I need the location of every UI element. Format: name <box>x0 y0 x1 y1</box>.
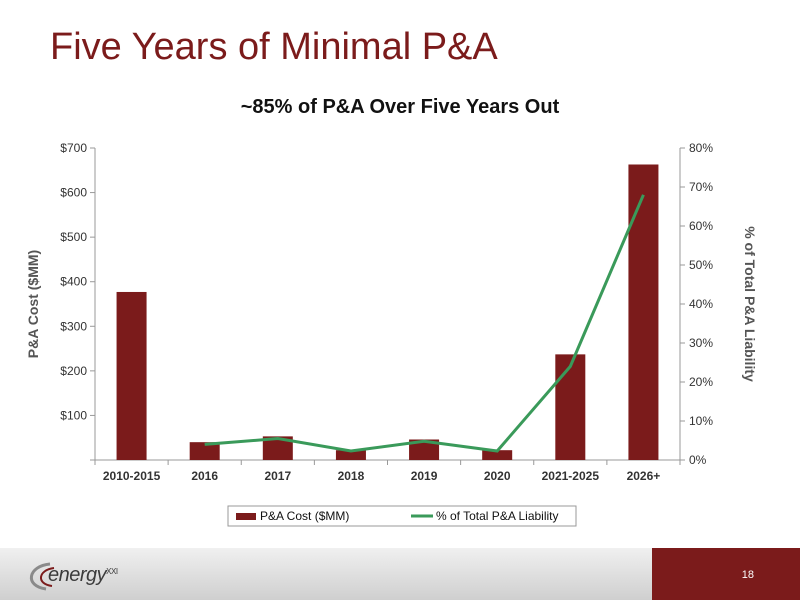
y2-tick-label: 20% <box>689 375 713 389</box>
y-tick-label: $200 <box>60 364 87 378</box>
y2-tick-label: 60% <box>689 219 713 233</box>
bar <box>409 439 440 460</box>
bar <box>335 450 366 460</box>
y2-tick-label: 70% <box>689 180 713 194</box>
x-tick-label: 2016 <box>191 469 218 483</box>
y2-tick-label: 30% <box>689 336 713 350</box>
y2-tick-label: 0% <box>689 453 707 467</box>
bar <box>482 450 513 460</box>
bar <box>555 354 586 460</box>
x-tick-label: 2019 <box>411 469 438 483</box>
x-tick-label: 2021-2025 <box>542 469 600 483</box>
y2-tick-label: 80% <box>689 141 713 155</box>
y2-tick-label: 10% <box>689 414 713 428</box>
y2-axis-title: % of Total P&A Liability <box>742 226 758 382</box>
slide-title: Five Years of Minimal P&A <box>50 26 498 68</box>
x-tick-label: 2017 <box>264 469 291 483</box>
y-tick-label: $100 <box>60 408 87 422</box>
x-tick-label: 2020 <box>484 469 511 483</box>
energy-xxi-logo-icon <box>29 562 55 591</box>
bar <box>189 442 220 460</box>
x-tick-label: 2018 <box>338 469 365 483</box>
logo-text: energyXXI <box>48 564 118 586</box>
page-number: 18 <box>741 569 754 581</box>
legend-label: % of Total P&A Liability <box>436 509 559 523</box>
y-tick-label: $400 <box>60 275 87 289</box>
line-series <box>204 194 645 453</box>
x-tick-label: 2026+ <box>627 469 661 483</box>
legend-swatch-bar <box>236 513 256 520</box>
combo-chart: $100 $200 $300 $400 $500 $600 $700 0% 10% 20% 30% 4… <box>25 141 758 527</box>
y-axis-title: P&A Cost ($MM) <box>25 250 41 358</box>
legend-box <box>227 505 577 527</box>
bar <box>262 436 293 460</box>
y-tick-label: $300 <box>60 319 87 333</box>
bar <box>628 164 659 460</box>
legend-label: P&A Cost ($MM) <box>260 509 349 523</box>
chart-title: ~85% of P&A Over Five Years Out <box>240 96 560 118</box>
bar <box>116 291 147 460</box>
y2-tick-label: 50% <box>689 258 713 272</box>
y2-tick-label: 40% <box>689 297 713 311</box>
y-tick-label: $600 <box>60 186 87 200</box>
footer-accent <box>652 548 800 600</box>
x-tick-label: 2010-2015 <box>103 469 161 483</box>
y-tick-label: $700 <box>60 141 87 155</box>
y-tick-label: $500 <box>60 230 87 244</box>
